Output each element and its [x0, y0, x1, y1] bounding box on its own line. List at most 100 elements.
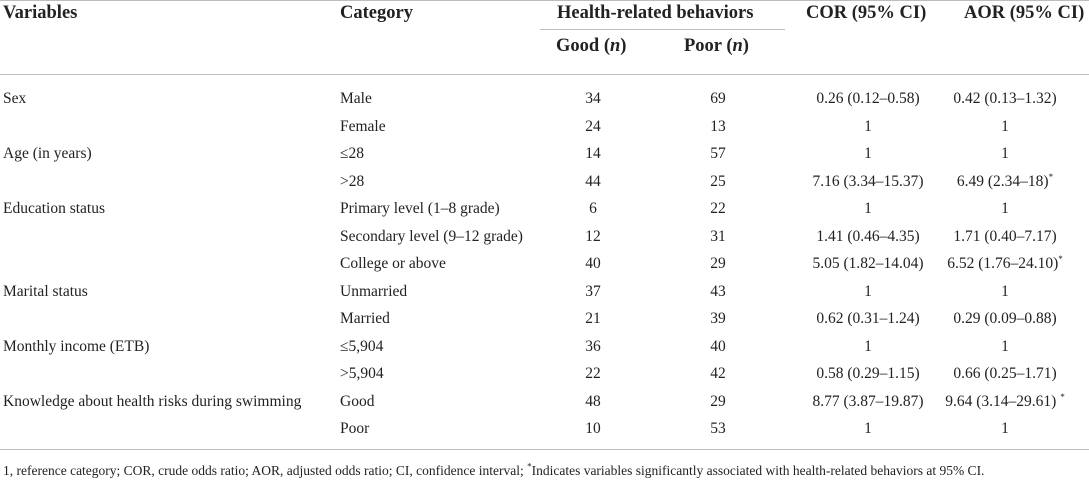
cell-variable: Marital status — [3, 283, 88, 301]
cell-cor: 1 — [864, 118, 872, 136]
cell-poor: 22 — [710, 200, 726, 218]
cell-cor-text: 1 — [864, 145, 872, 162]
cell-poor-text: 40 — [710, 337, 726, 355]
cell-variable-text: Monthly income (ETB) — [3, 337, 150, 355]
cell-category: >28 — [340, 173, 364, 191]
cell-aor: 9.64 (3.14–29.61) * — [945, 392, 1064, 411]
cell-cor: 1 — [864, 145, 872, 163]
top-rule — [0, 0, 1089, 1]
cell-poor-text: 13 — [710, 117, 726, 135]
cell-cor-text: 0.26 (0.12–0.58) — [816, 90, 920, 107]
cell-good-text: 44 — [585, 172, 601, 190]
cell-good-text: 36 — [585, 337, 601, 355]
cell-cor: 8.77 (3.87–19.87) — [812, 393, 923, 411]
cell-good-text: 12 — [585, 227, 601, 245]
cell-category-text: ≤5,904 — [340, 337, 384, 355]
cell-cor-text: 1 — [864, 420, 872, 437]
significance-marker: * — [1058, 253, 1063, 264]
cell-category-text: College or above — [340, 255, 446, 272]
header-good-n-symbol: n — [609, 36, 621, 56]
cell-category: Good — [340, 393, 374, 411]
header-good-n: Good (n) — [556, 36, 627, 56]
cell-variable-text: Sex — [3, 90, 27, 107]
cell-poor: 43 — [710, 283, 726, 301]
cell-category-text: >5,904 — [340, 365, 384, 382]
footnote-text-2: Indicates variables significantly associ… — [531, 463, 985, 478]
cell-cor: 0.62 (0.31–1.24) — [816, 310, 919, 328]
header-aor: AOR (95% CI) — [964, 3, 1085, 23]
cell-cor-text: 1 — [864, 337, 872, 355]
cell-aor: 0.29 (0.09–0.88) — [953, 310, 1056, 328]
cell-category-text: Good — [340, 392, 375, 410]
cell-good: 14 — [585, 145, 601, 163]
cell-cor-text: 1 — [864, 200, 872, 217]
cell-cor-text: 0.58 (0.29–1.15) — [816, 365, 920, 382]
cell-poor: 40 — [710, 338, 726, 356]
cell-good-text: 24 — [585, 117, 601, 135]
footnote-text: 1, reference category; COR, crude odds r… — [3, 463, 528, 478]
cell-variable-text: Age (in years) — [3, 145, 92, 162]
header-category: Category — [340, 3, 413, 23]
cell-good-text: 22 — [585, 365, 601, 382]
cell-cor: 0.58 (0.29–1.15) — [816, 365, 919, 383]
cell-aor: 6.52 (1.76–24.10)* — [947, 253, 1063, 273]
cell-cor: 1.41 (0.46–4.35) — [816, 228, 919, 246]
cell-good: 36 — [585, 338, 601, 356]
cell-aor: 1 — [1001, 118, 1009, 136]
cell-category: Poor — [340, 420, 369, 438]
cell-poor: 42 — [710, 365, 726, 383]
cell-variable-text: Knowledge about health risks during swim… — [3, 392, 302, 410]
cell-category: >5,904 — [340, 365, 384, 383]
cell-poor: 29 — [710, 255, 726, 273]
cell-aor: 1 — [1001, 200, 1009, 218]
cell-cor-text: 1.41 (0.46–4.35) — [816, 227, 920, 245]
header-bottom-rule — [0, 74, 1089, 75]
cell-good: 37 — [585, 283, 601, 301]
cell-poor-text: 22 — [710, 200, 726, 217]
cell-category-text: Unmarried — [340, 282, 408, 300]
cell-variable: Age (in years) — [3, 145, 92, 163]
cell-good: 6 — [589, 200, 597, 218]
table-bottom-rule — [0, 449, 1089, 450]
cell-cor-text: 7.16 (3.34–15.37) — [812, 172, 924, 190]
cell-good: 48 — [585, 393, 601, 411]
cell-cor: 1 — [864, 283, 872, 301]
cell-poor: 29 — [710, 393, 726, 411]
cell-good: 10 — [585, 420, 601, 438]
cell-category: College or above — [340, 255, 446, 273]
cell-variable: Monthly income (ETB) — [3, 338, 149, 356]
cell-aor-text: 0.29 (0.09–0.88) — [953, 310, 1057, 327]
header-poor-n: Poor (n) — [684, 36, 749, 56]
cell-category-text: Poor — [340, 420, 370, 437]
cell-poor-text: 25 — [710, 172, 726, 190]
cell-aor: 0.42 (0.13–1.32) — [953, 90, 1056, 108]
cell-aor: 1 — [1001, 145, 1009, 163]
cell-aor-text: 1 — [1001, 200, 1009, 217]
cell-good-text: 14 — [585, 145, 601, 162]
cell-cor: 7.16 (3.34–15.37) — [812, 173, 923, 191]
cell-category: Secondary level (9–12 grade) — [340, 228, 523, 246]
cell-poor-text: 42 — [710, 365, 726, 382]
significance-marker: * — [1048, 171, 1054, 182]
cell-poor: 25 — [710, 173, 726, 191]
cell-poor-text: 31 — [710, 227, 726, 245]
header-poor-label: Poor — [684, 36, 722, 56]
cell-category: ≤5,904 — [340, 338, 383, 356]
cell-good-text: 34 — [585, 90, 601, 107]
cell-category-text: Primary level (1–8 grade) — [340, 200, 500, 217]
cell-poor-text: 29 — [710, 392, 726, 410]
cell-cor-text: 5.05 (1.82–14.04) — [812, 255, 924, 272]
cell-category-text: Male — [340, 90, 372, 107]
cell-good-text: 37 — [585, 282, 601, 300]
cell-poor-text: 43 — [710, 282, 726, 300]
cell-category: Unmarried — [340, 283, 407, 301]
cell-category: Primary level (1–8 grade) — [340, 200, 500, 218]
cell-poor: 69 — [710, 90, 726, 108]
cell-good: 22 — [585, 365, 601, 383]
cell-category: Male — [340, 90, 372, 108]
cell-poor: 39 — [710, 310, 726, 328]
cell-good: 24 — [585, 118, 601, 136]
header-cor: COR (95% CI) — [806, 3, 927, 23]
header-good-label: Good — [556, 36, 600, 56]
cell-aor: 1 — [1001, 338, 1009, 356]
